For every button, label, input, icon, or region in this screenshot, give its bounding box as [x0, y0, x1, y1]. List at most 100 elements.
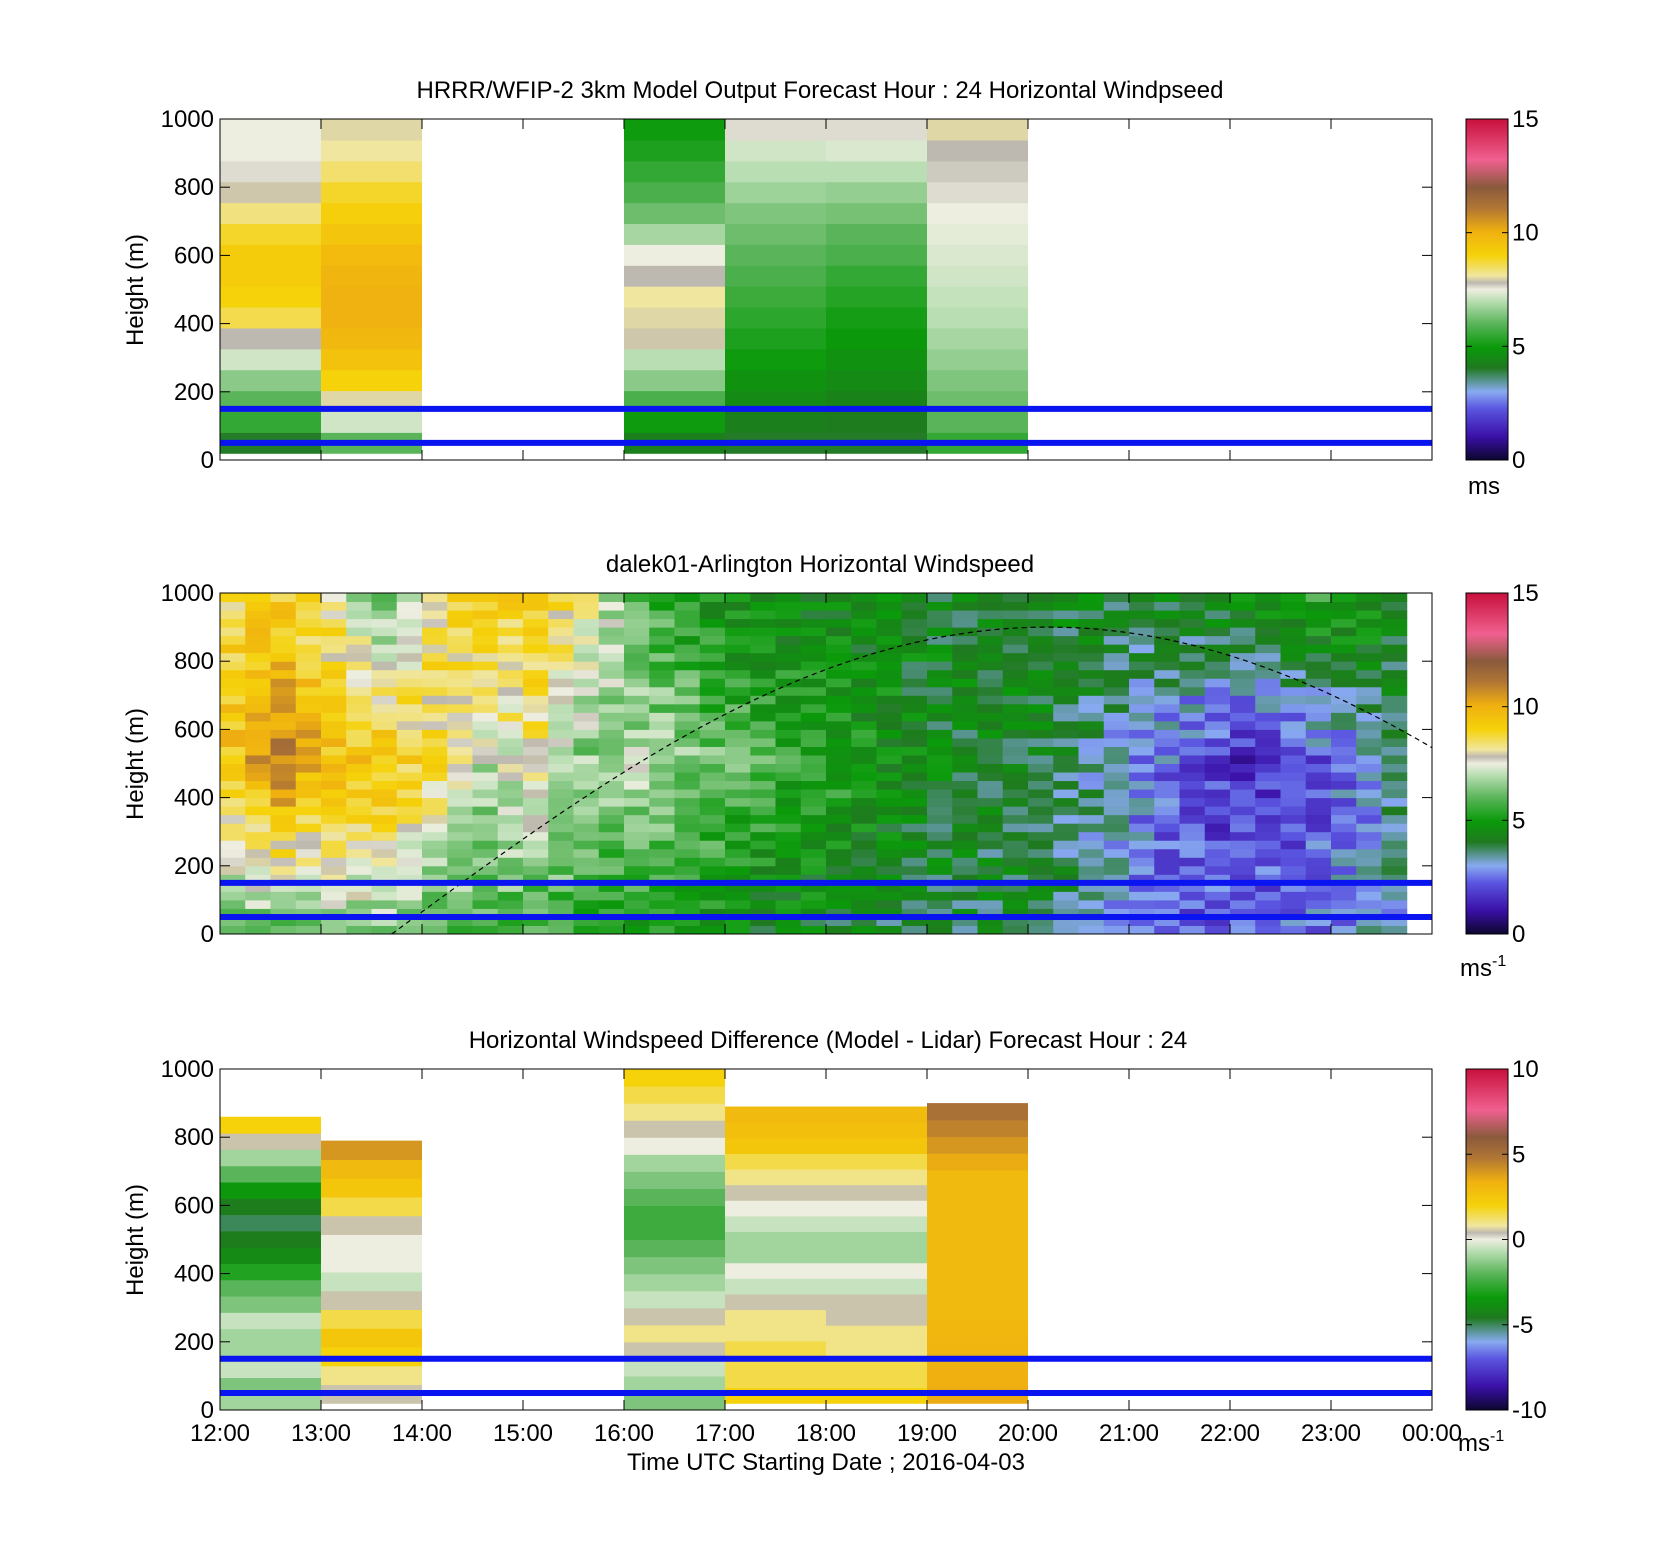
heatmap-cell	[1255, 789, 1281, 799]
heatmap-cell	[851, 669, 877, 679]
heatmap-cell	[1103, 703, 1130, 713]
heatmap-cell	[548, 916, 574, 926]
heatmap-cell	[1028, 772, 1054, 782]
heatmap-cell	[927, 1136, 1028, 1154]
heatmap-cell	[851, 593, 877, 603]
heatmap-cell	[598, 652, 625, 662]
heatmap-cell	[245, 618, 271, 628]
heatmap-cell	[624, 874, 650, 884]
heatmap-cell	[1053, 669, 1079, 679]
heatmap-cell	[1255, 729, 1281, 739]
heatmap-cell	[851, 712, 877, 722]
heatmap-cell	[649, 908, 675, 918]
x-tick-label: 16:00	[594, 1420, 654, 1447]
heatmap-cell	[1305, 601, 1332, 611]
heatmap-cell	[674, 754, 701, 765]
heatmap-cell	[927, 797, 953, 807]
heatmap-cell	[371, 916, 398, 926]
heatmap-cell	[927, 695, 953, 705]
heatmap-cell	[1280, 831, 1307, 841]
heatmap-cell	[800, 840, 827, 850]
heatmap-cell	[1179, 823, 1206, 833]
heatmap-cell	[321, 789, 347, 799]
heatmap-cell	[1381, 891, 1408, 901]
heatmap-cell	[1305, 746, 1332, 756]
heatmap-cell	[1381, 601, 1408, 611]
heatmap-cell	[977, 746, 1004, 756]
heatmap-cell	[750, 789, 776, 799]
heatmap-cell	[447, 899, 473, 909]
y-tick-label: 0	[201, 921, 214, 948]
heatmap-cell	[573, 874, 600, 884]
heatmap-cell	[548, 686, 574, 696]
heatmap-cell	[1280, 848, 1307, 858]
heatmap-cell	[548, 925, 574, 934]
heatmap-cell	[1204, 678, 1231, 688]
heatmap-cell	[826, 1184, 927, 1201]
heatmap-cell	[321, 669, 347, 679]
heatmap-cell	[750, 661, 776, 671]
heatmap-cell	[826, 865, 852, 875]
heatmap-cell	[725, 806, 751, 816]
heatmap-cell	[624, 1188, 725, 1206]
heatmap-cell	[826, 916, 852, 926]
heatmap-cell	[927, 686, 953, 696]
heatmap-cell	[220, 823, 246, 833]
heatmap-cell	[952, 797, 978, 807]
heatmap-cell	[1154, 848, 1180, 858]
heatmap-cell	[1154, 720, 1180, 730]
heatmap-cell	[1305, 695, 1332, 705]
heatmap-cell	[927, 669, 953, 679]
heatmap-cell	[1028, 627, 1054, 637]
heatmap-cell	[396, 789, 423, 799]
heatmap-cell	[952, 840, 978, 850]
heatmap-cell	[1356, 831, 1382, 841]
heatmap-cell	[977, 823, 1004, 833]
heatmap-cell	[775, 652, 802, 662]
heatmap-cell	[800, 806, 827, 816]
heatmap-cell	[1154, 806, 1180, 816]
heatmap-cell	[523, 763, 549, 773]
heatmap-cell	[321, 1234, 422, 1254]
heatmap-cell	[927, 618, 953, 628]
heatmap-cell	[624, 1154, 725, 1172]
heatmap-cell	[876, 601, 903, 611]
heatmap-cell	[1381, 797, 1408, 807]
heatmap-cell	[901, 789, 928, 799]
heatmap-cell	[1078, 925, 1105, 934]
heatmap-cell	[851, 916, 877, 926]
heatmap-cell	[1179, 635, 1206, 645]
heatmap-cell	[826, 848, 852, 858]
heatmap-cell	[1230, 831, 1256, 841]
heatmap-cell	[1280, 720, 1307, 730]
heatmap-cell	[1002, 908, 1029, 918]
heatmap-cell	[321, 737, 347, 747]
heatmap-cell	[624, 1222, 725, 1241]
heatmap-cell	[1204, 823, 1231, 833]
heatmap-cell	[422, 916, 448, 926]
heatmap-cell	[1179, 891, 1206, 901]
heatmap-cell	[750, 874, 776, 884]
heatmap-cell	[548, 857, 574, 867]
panel-difference-reference-lines	[220, 1355, 1432, 1396]
heatmap-cell	[1356, 848, 1382, 858]
heatmap-cell	[573, 618, 600, 628]
heatmap-cell	[245, 789, 271, 799]
heatmap-cell	[1129, 865, 1155, 875]
heatmap-cell	[977, 618, 1004, 628]
heatmap-cell	[952, 831, 978, 841]
heatmap-cell	[220, 695, 246, 705]
panel-difference: Horizontal Windspeed Difference (Model -…	[122, 1027, 1547, 1476]
heatmap-cell	[1154, 874, 1180, 884]
heatmap-cell	[624, 695, 650, 705]
heatmap-cell	[1053, 593, 1079, 603]
heatmap-cell	[1078, 865, 1105, 875]
heatmap-cell	[245, 729, 271, 739]
heatmap-cell	[472, 729, 499, 739]
heatmap-cell	[1002, 627, 1029, 637]
heatmap-cell	[295, 618, 322, 628]
heatmap-cell	[1154, 737, 1180, 747]
heatmap-cell	[1129, 644, 1155, 654]
heatmap-cell	[1255, 857, 1281, 867]
